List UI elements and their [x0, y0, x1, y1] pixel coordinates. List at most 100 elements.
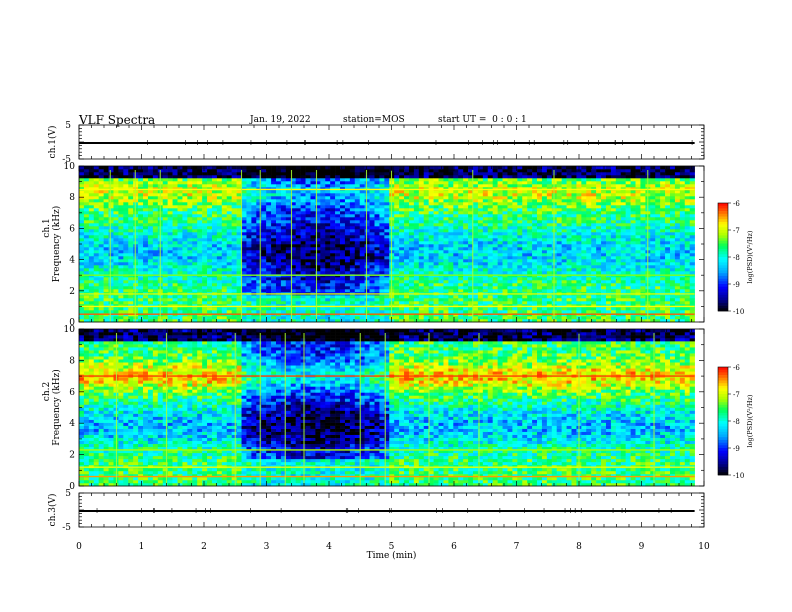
psd-cell	[463, 187, 469, 191]
psd-cell	[423, 259, 429, 263]
psd-cell	[374, 301, 380, 305]
psd-cell	[335, 310, 341, 314]
psd-cell	[216, 244, 223, 248]
psd-cell	[246, 166, 252, 170]
psd-cell	[325, 247, 331, 251]
psd-cell	[172, 175, 178, 179]
psd-cell	[344, 226, 351, 230]
psd-cell	[468, 169, 474, 173]
psd-cell	[374, 253, 380, 257]
psd-cell	[310, 172, 316, 176]
psd-cell	[103, 238, 109, 242]
psd-cell	[423, 166, 429, 170]
psd-cell	[507, 202, 513, 206]
psd-cell	[138, 307, 144, 311]
psd-cell	[221, 229, 228, 233]
psd-cell	[349, 232, 356, 236]
psd-cell	[428, 238, 434, 242]
psd-cell	[349, 211, 356, 215]
psd-cell	[246, 211, 252, 215]
psd-cell	[433, 265, 439, 269]
psd-cell	[384, 226, 390, 230]
psd-cell	[251, 196, 257, 200]
psd-cell	[207, 283, 213, 287]
psd-cell	[458, 199, 464, 203]
psd-cell	[305, 271, 311, 275]
psd-cell	[502, 199, 508, 203]
psd-cell	[98, 247, 104, 251]
psd-cell	[172, 214, 178, 218]
psd-cell	[512, 268, 518, 272]
psd-cell	[335, 301, 341, 305]
psd-cell	[93, 268, 99, 272]
psd-cell	[182, 208, 188, 212]
psd-cell	[369, 223, 375, 227]
psd-cell	[522, 187, 528, 191]
psd-cell	[477, 262, 484, 266]
psd-cell	[266, 202, 272, 206]
psd-cell	[369, 316, 375, 320]
psd-cell	[236, 172, 242, 176]
psd-cell	[374, 193, 380, 197]
psd-cell	[497, 280, 503, 284]
psd-cell	[458, 316, 464, 320]
psd-cell	[335, 226, 341, 230]
psd-cell	[138, 253, 144, 257]
psd-cell	[384, 202, 390, 206]
psd-cell	[207, 262, 213, 266]
psd-cell	[211, 181, 218, 185]
psd-cell	[527, 220, 533, 224]
psd-cell	[231, 217, 237, 221]
psd-cell	[374, 289, 380, 293]
psd-cell	[138, 289, 144, 293]
psd-cell	[280, 214, 287, 218]
psd-cell	[413, 301, 420, 305]
psd-cell	[192, 256, 198, 260]
psd-cell	[192, 301, 198, 305]
psd-cell	[369, 280, 375, 284]
psd-cell	[374, 316, 380, 320]
psd-cell	[246, 304, 252, 308]
psd-cell	[340, 232, 346, 236]
psd-cell	[379, 256, 385, 260]
psd-cell	[379, 319, 385, 323]
psd-cell	[305, 193, 311, 197]
psd-cell	[359, 199, 365, 203]
psd-cell	[458, 211, 464, 215]
psd-cell	[532, 226, 538, 230]
psd-cell	[79, 220, 85, 224]
psd-cell	[93, 196, 99, 200]
psd-cell	[251, 175, 257, 179]
psd-cell	[261, 259, 267, 263]
psd-cell	[418, 259, 425, 263]
psd-cell	[344, 280, 351, 284]
psd-cell	[79, 199, 85, 203]
psd-cell	[271, 202, 277, 206]
psd-cell	[216, 310, 223, 314]
psd-cell	[285, 208, 292, 212]
psd-cell	[231, 256, 237, 260]
psd-cell	[374, 232, 380, 236]
psd-cell	[172, 178, 178, 182]
psd-cell	[364, 169, 370, 173]
psd-cell	[315, 178, 321, 182]
psd-cell	[413, 169, 420, 173]
psd-cell	[369, 253, 375, 257]
psd-cell	[349, 235, 356, 239]
psd-cell	[266, 223, 272, 227]
psd-cell	[492, 298, 498, 302]
psd-cell	[187, 277, 193, 281]
psd-cell	[438, 190, 444, 194]
psd-cell	[399, 175, 405, 179]
psd-cell	[177, 184, 183, 188]
psd-cell	[344, 247, 351, 251]
psd-cell	[512, 283, 518, 287]
psd-cell	[413, 238, 420, 242]
psd-cell	[172, 289, 178, 293]
psd-cell	[138, 268, 144, 272]
psd-cell	[162, 199, 168, 203]
psd-cell	[379, 226, 385, 230]
psd-cell	[522, 250, 528, 254]
psd-cell	[428, 319, 434, 323]
psd-cell	[477, 316, 484, 320]
